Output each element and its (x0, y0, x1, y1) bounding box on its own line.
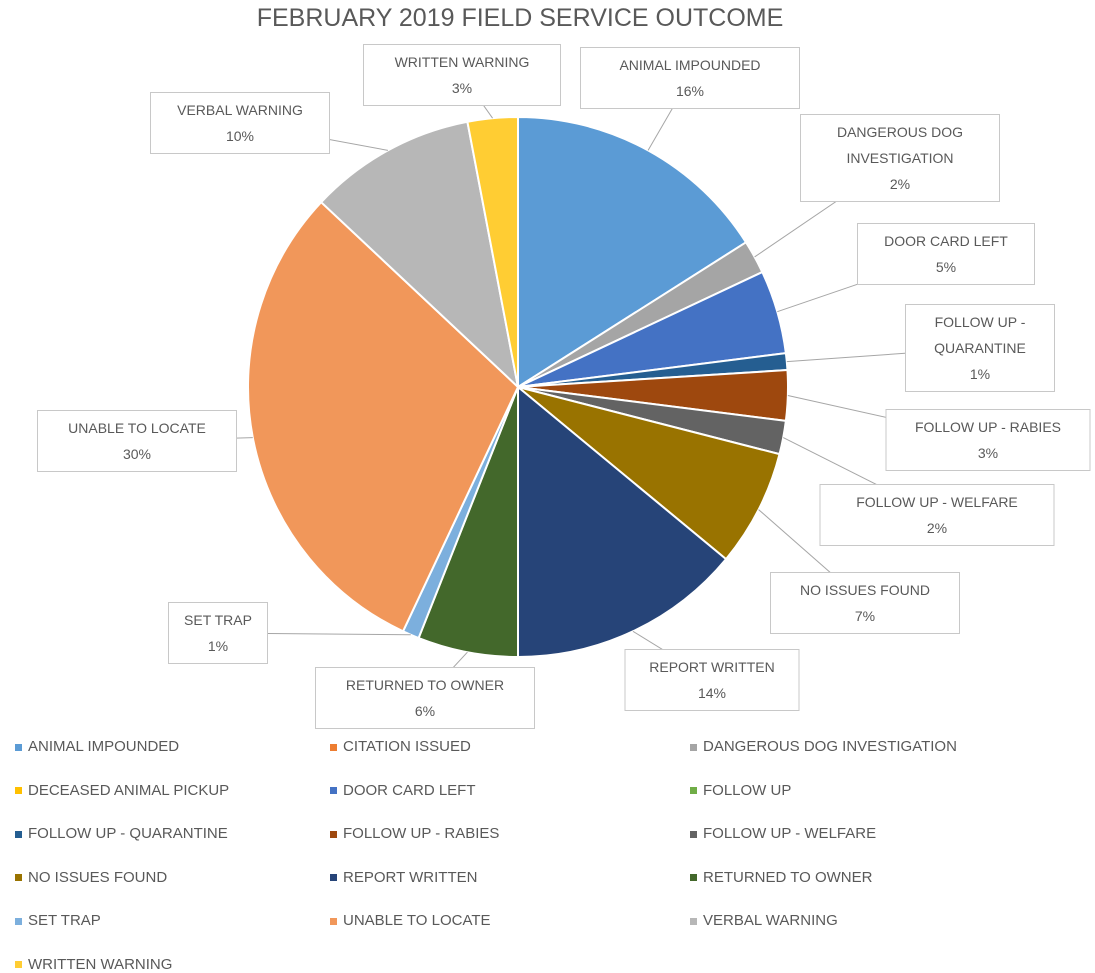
legend-item: DOOR CARD LEFT (330, 782, 476, 799)
data-label: FOLLOW UP - WELFARE 2% (819, 484, 1055, 546)
data-label-name: REPORT WRITTEN (649, 659, 775, 675)
legend-item: DECEASED ANIMAL PICKUP (15, 782, 229, 799)
data-label: FOLLOW UP - RABIES 3% (885, 409, 1091, 471)
data-label: UNABLE TO LOCATE 30% (37, 410, 237, 472)
legend-label: FOLLOW UP - RABIES (343, 825, 500, 842)
legend-item: FOLLOW UP (690, 782, 791, 799)
legend-swatch (15, 874, 22, 882)
legend-label: FOLLOW UP - WELFARE (703, 825, 877, 842)
legend-swatch (15, 743, 22, 751)
data-label-name: RETURNED TO OWNER (345, 677, 505, 693)
legend-swatch (690, 917, 697, 925)
data-label-value: 2% (889, 176, 911, 192)
data-label-name: NO ISSUES FOUND (800, 582, 930, 598)
data-label: DANGEROUS DOG INVESTIGATION 2% (800, 114, 1000, 202)
data-label-value: 1% (969, 366, 991, 382)
legend-swatch (15, 787, 22, 795)
data-label-value: 10% (225, 128, 255, 144)
chart-title: FEBRUARY 2019 FIELD SERVICE OUTCOME (256, 4, 784, 32)
legend-label: DECEASED ANIMAL PICKUP (28, 781, 230, 799)
data-label: DOOR CARD LEFT 5% (857, 223, 1035, 285)
legend-item: FOLLOW UP - QUARANTINE (15, 825, 228, 842)
data-label-value: 2% (926, 520, 948, 536)
legend-swatch (690, 874, 697, 882)
legend-swatch (330, 917, 337, 925)
data-label-name: UNABLE TO LOCATE (68, 420, 206, 436)
legend-label: REPORT WRITTEN (343, 868, 478, 886)
legend-item: CITATION ISSUED (330, 738, 471, 755)
legend-label: RETURNED TO OWNER (703, 868, 873, 886)
data-label-value: 16% (675, 83, 705, 99)
legend-label: SET TRAP (28, 912, 101, 929)
data-label-name: ANIMAL IMPOUNDED (619, 57, 761, 73)
legend-item: RETURNED TO OWNER (690, 869, 872, 886)
data-label-name: FOLLOW UP - QUARANTINE (934, 314, 1026, 356)
legend-item: ANIMAL IMPOUNDED (15, 738, 179, 755)
legend-swatch (330, 830, 337, 838)
legend-item: VERBAL WARNING (690, 912, 838, 929)
data-label: NO ISSUES FOUND 7% (770, 572, 960, 634)
legend-swatch (15, 961, 22, 969)
legend-label: NO ISSUES FOUND (28, 868, 168, 886)
pie-slice (319, 120, 520, 390)
legend-label: CITATION ISSUED (343, 738, 471, 755)
legend-item: UNABLE TO LOCATE (330, 912, 491, 929)
legend-label: UNABLE TO LOCATE (343, 912, 491, 929)
data-label-value: 7% (854, 608, 876, 624)
data-label: REPORT WRITTEN 14% (624, 649, 800, 711)
legend-label: FOLLOW UP - QUARANTINE (28, 825, 228, 842)
legend-label: VERBAL WARNING (703, 912, 838, 929)
data-label-value: 1% (207, 638, 229, 654)
legend-item: WRITTEN WARNING (15, 956, 172, 973)
data-label-name: WRITTEN WARNING (394, 54, 530, 70)
legend-label: DANGEROUS DOG INVESTIGATION (703, 738, 957, 755)
legend-swatch (330, 787, 337, 795)
legend-item: SET TRAP (15, 912, 101, 929)
data-label-name: FOLLOW UP - RABIES (915, 419, 1061, 435)
data-label: FOLLOW UP - QUARANTINE 1% (905, 304, 1055, 392)
legend-label: FOLLOW UP (703, 781, 792, 799)
legend-swatch (690, 787, 697, 795)
data-label-name: VERBAL WARNING (177, 102, 303, 118)
legend-item: REPORT WRITTEN (330, 869, 477, 886)
data-label-name: FOLLOW UP - WELFARE (856, 494, 1018, 510)
legend-swatch (690, 743, 697, 751)
data-label-name: DOOR CARD LEFT (884, 233, 1008, 249)
data-label: SET TRAP 1% (168, 602, 268, 664)
legend-swatch (15, 830, 22, 838)
legend-label: WRITTEN WARNING (28, 955, 173, 973)
legend-swatch (330, 743, 337, 751)
data-label-value: 30% (122, 446, 152, 462)
data-label-value: 3% (451, 80, 473, 96)
data-label-name: SET TRAP (184, 612, 252, 628)
legend-item: NO ISSUES FOUND (15, 869, 167, 886)
data-label-value: 14% (697, 685, 727, 701)
data-label: ANIMAL IMPOUNDED 16% (580, 47, 800, 109)
legend-item: FOLLOW UP - WELFARE (690, 825, 876, 842)
legend-swatch (15, 917, 22, 925)
legend-label: DOOR CARD LEFT (343, 781, 476, 799)
legend-label: ANIMAL IMPOUNDED (28, 738, 180, 755)
data-label: VERBAL WARNING 10% (150, 92, 330, 154)
data-label-value: 6% (414, 703, 436, 719)
legend-swatch (330, 874, 337, 882)
data-label-value: 5% (935, 259, 957, 275)
legend-item: FOLLOW UP - RABIES (330, 825, 499, 842)
legend-item: DANGEROUS DOG INVESTIGATION (690, 738, 957, 755)
data-label-name: DANGEROUS DOG INVESTIGATION (836, 124, 963, 166)
pie-slice (517, 386, 781, 561)
legend-swatch (690, 830, 697, 838)
data-label-value: 3% (977, 445, 999, 461)
data-label: WRITTEN WARNING 3% (363, 44, 561, 106)
data-label: RETURNED TO OWNER 6% (315, 667, 535, 729)
